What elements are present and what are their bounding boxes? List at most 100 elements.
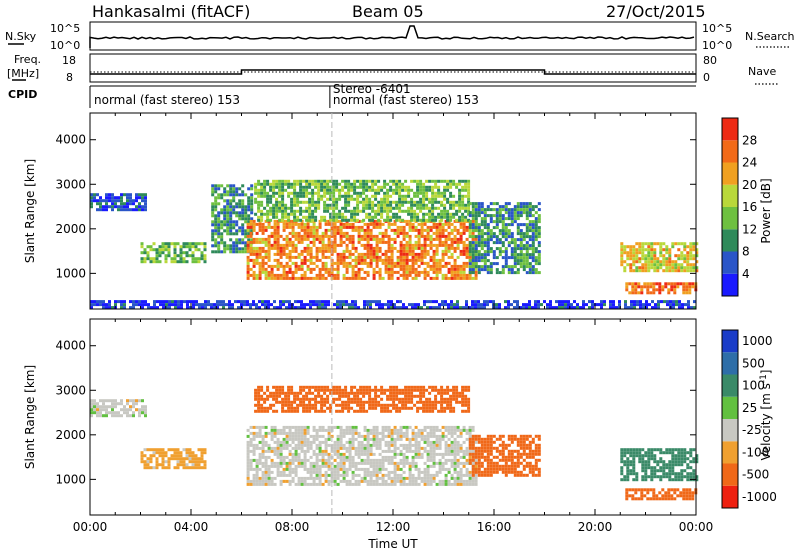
power-cell [662, 242, 666, 246]
power-cell [296, 209, 300, 213]
velocity-cell [303, 440, 307, 444]
velocity-cell [138, 399, 141, 403]
power-cell [342, 240, 346, 244]
power-cell [420, 228, 424, 232]
power-cell [243, 300, 246, 304]
velocity-cell [333, 449, 337, 453]
power-cell [368, 185, 372, 189]
power-cell [342, 264, 346, 268]
power-cell [531, 247, 535, 251]
velocity-cell [378, 446, 382, 450]
velocity-cell [203, 448, 207, 452]
velocity-cell [369, 431, 373, 435]
power-cell [223, 208, 227, 212]
power-cell [336, 261, 340, 265]
power-cell [636, 303, 639, 307]
velocity-cell [417, 470, 421, 474]
power-cell [612, 300, 615, 304]
velocity-cell [312, 440, 316, 444]
power-cell [513, 247, 517, 251]
power-cell [683, 266, 687, 270]
power-cell [339, 243, 343, 247]
power-cell [294, 306, 297, 310]
power-cell [232, 190, 236, 194]
power-cell [626, 254, 630, 258]
power-cell [226, 205, 230, 209]
power-cell [306, 249, 310, 253]
velocity-cell [315, 461, 319, 465]
power-cell [441, 273, 445, 277]
power-cell [429, 300, 432, 304]
velocity-cell [120, 399, 123, 403]
power-cell [390, 258, 394, 262]
velocity-cell [333, 467, 337, 471]
power-cell [329, 188, 333, 192]
power-cell [213, 306, 216, 310]
power-cell [407, 200, 411, 204]
power-cell [146, 254, 150, 258]
power-cell [267, 270, 271, 274]
power-cell [458, 191, 462, 195]
power-cell [306, 225, 310, 229]
power-cell [644, 260, 648, 264]
velocity-cell [369, 470, 373, 474]
power-cell [399, 225, 403, 229]
power-cell [495, 202, 499, 206]
velocity-cell [393, 479, 397, 483]
power-cell [404, 194, 408, 198]
power-cell [637, 285, 641, 289]
velocity-cell [336, 440, 340, 444]
power-cell [220, 211, 224, 215]
power-cell [309, 270, 313, 274]
power-cell [235, 247, 239, 251]
velocity-cell [459, 467, 463, 471]
power-cell [528, 238, 532, 242]
power-cell [153, 303, 156, 307]
velocity-cell [456, 473, 460, 477]
velocity-cell [320, 400, 324, 404]
power-cell [204, 300, 207, 304]
velocity-cell [453, 482, 457, 486]
velocity-cell [333, 464, 337, 468]
power-cell [333, 234, 337, 238]
power-cell [647, 245, 651, 249]
power-cell [258, 246, 262, 250]
velocity-cell [375, 479, 379, 483]
velocity-cell [252, 449, 256, 453]
velocity-cell [375, 473, 379, 477]
velocity-cell [266, 385, 270, 389]
power-cell [320, 179, 324, 183]
power-cell [413, 218, 417, 222]
velocity-cell [399, 461, 403, 465]
velocity-cell [465, 428, 469, 432]
power-cell [389, 179, 393, 183]
power-cell [258, 228, 262, 232]
velocity-cell [263, 391, 267, 395]
power-cell [507, 232, 511, 236]
power-cell [461, 179, 465, 183]
power-cell [299, 194, 303, 198]
velocity-cell [435, 440, 439, 444]
power-cell [402, 258, 406, 262]
power-cell [531, 226, 535, 230]
velocity-cell [414, 455, 418, 459]
power-cell [339, 240, 343, 244]
power-cell [474, 226, 478, 230]
power-cell [443, 212, 447, 216]
power-cell [356, 218, 360, 222]
power-cell [528, 211, 532, 215]
velocity-cell [375, 443, 379, 447]
power-cell [671, 242, 675, 246]
power-cell [173, 242, 177, 246]
velocity-cell [246, 470, 250, 474]
velocity-cell [339, 425, 343, 429]
velocity-cell [342, 434, 346, 438]
power-cell [338, 182, 342, 186]
power-cell [399, 231, 403, 235]
power-cell [216, 300, 219, 304]
velocity-cell [411, 431, 415, 435]
power-cell [546, 303, 549, 307]
power-cell [378, 249, 382, 253]
power-cell [311, 215, 315, 219]
velocity-cell [261, 443, 265, 447]
